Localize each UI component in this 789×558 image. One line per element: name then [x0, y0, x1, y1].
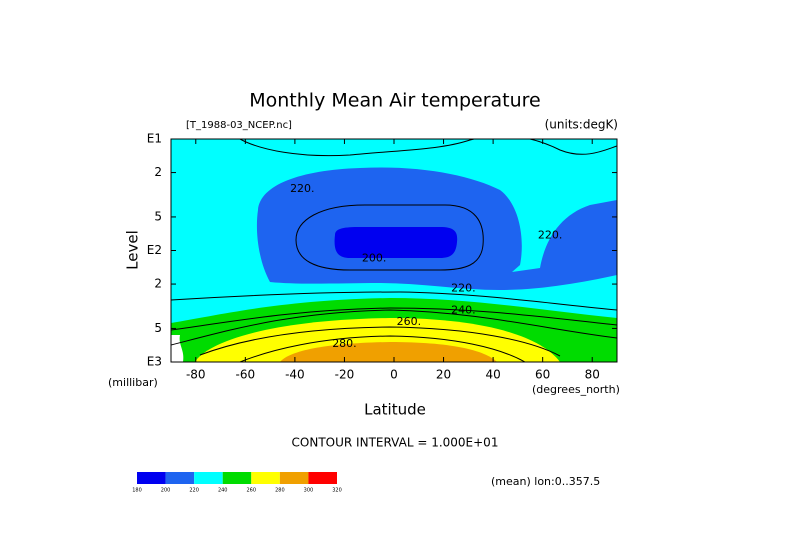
- colorbar-box: [137, 472, 166, 484]
- colorbar-label: 320: [332, 488, 342, 494]
- x-tick-label: 60: [535, 368, 550, 382]
- colorbar-label: 300: [304, 488, 314, 494]
- x-tick-label: -60: [236, 368, 256, 382]
- x-tick-label: 20: [436, 368, 451, 382]
- missing-data: [171, 335, 184, 362]
- colorbar-label: 260: [247, 488, 257, 494]
- contour-interval: CONTOUR INTERVAL = 1.000E+01: [292, 436, 499, 450]
- chart-title: Monthly Mean Air temperature: [249, 90, 540, 112]
- y-tick-label: E1: [147, 132, 162, 146]
- contour-line: [295, 204, 484, 271]
- y-tick-label: 5: [154, 321, 162, 335]
- contour-fill: [334, 227, 458, 258]
- y-tick-label: 2: [154, 277, 162, 291]
- contour-label: 220.: [538, 228, 563, 241]
- x-axis-label: Latitude: [364, 401, 426, 419]
- colorbar-label: 200: [161, 488, 171, 494]
- contour-line: [239, 335, 526, 362]
- y-tick-label: E2: [147, 243, 162, 257]
- colorbar-box: [251, 472, 280, 484]
- x-unit-label: (degrees_north): [532, 383, 620, 396]
- units-label: (units:degK): [545, 118, 618, 132]
- contour-line: [199, 326, 561, 357]
- contour-line: [171, 307, 617, 331]
- y-tick-label: 2: [154, 165, 162, 179]
- contour-label: 200.: [362, 252, 387, 265]
- contour-label: 220.: [451, 282, 476, 295]
- contour-line: [171, 309, 617, 346]
- colorbar-label: 280: [275, 488, 285, 494]
- y-unit-label: (millibar): [108, 376, 158, 389]
- colorbar-label: 240: [218, 488, 228, 494]
- x-tick-label: 0: [390, 368, 398, 382]
- x-tick-label: -40: [285, 368, 305, 382]
- x-tick-label: -20: [335, 368, 355, 382]
- colorbar-box: [222, 472, 252, 484]
- contour-line: [239, 139, 617, 157]
- colorbar-box: [194, 472, 223, 484]
- mean-label: (mean) lon:0..357.5: [491, 475, 600, 488]
- contour-fill: [280, 342, 497, 362]
- plot-area: [171, 139, 617, 362]
- y-tick-label: E3: [147, 355, 162, 369]
- y-tick-label: 5: [154, 209, 162, 223]
- colorbar-box: [308, 472, 337, 484]
- contour-label: 260.: [397, 315, 422, 328]
- x-tick-label: -80: [186, 368, 206, 382]
- contour-line: [171, 291, 617, 311]
- colorbar-box: [279, 472, 309, 484]
- file-label: [T_1988-03_NCEP.nc]: [186, 120, 292, 131]
- contour-label: 240.: [451, 304, 476, 317]
- colorbar-label: 220: [189, 488, 199, 494]
- colorbar-box: [165, 472, 195, 484]
- x-tick-label: 80: [585, 368, 600, 382]
- contour-label: 280.: [332, 337, 357, 350]
- y-axis-label: Level: [124, 230, 142, 270]
- x-tick-label: 40: [485, 368, 500, 382]
- contour-label: 220.: [290, 182, 315, 195]
- colorbar-label: 180: [132, 488, 142, 494]
